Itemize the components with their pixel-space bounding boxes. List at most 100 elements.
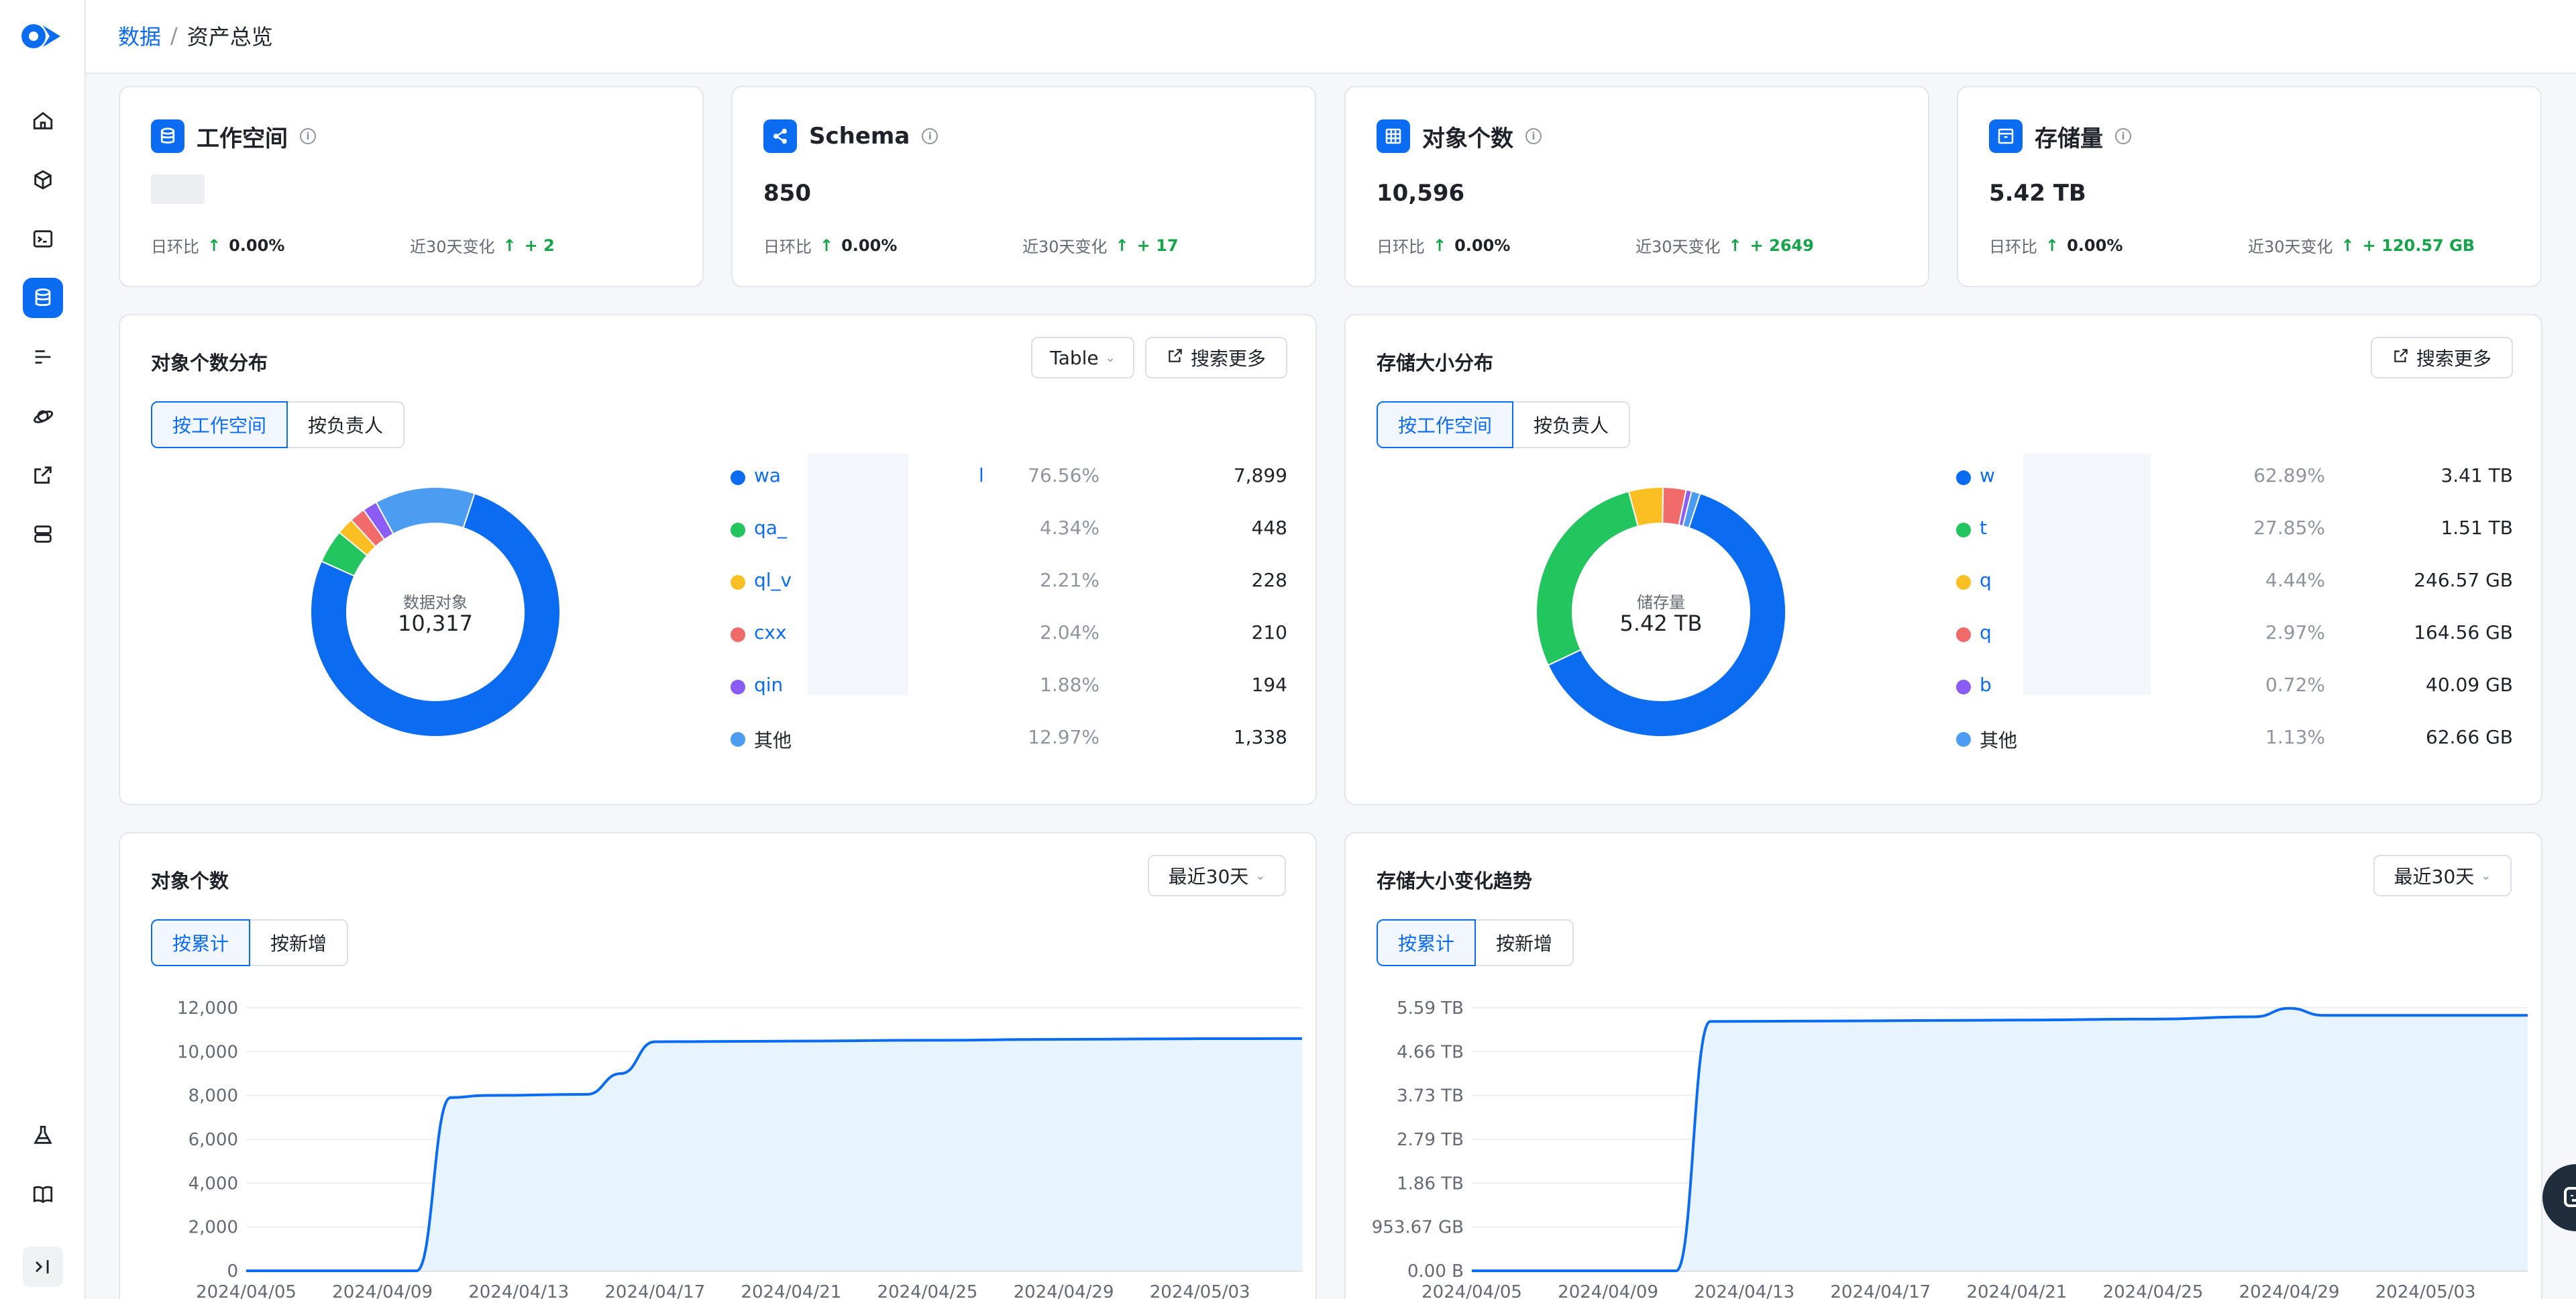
y-tick-label: 4.66 TB	[1397, 1042, 1464, 1062]
y-tick-label: 5.59 TB	[1397, 998, 1464, 1019]
app-logo-icon[interactable]	[20, 20, 63, 52]
object-distribution-card: 对象个数分布 Table ⌄ 搜索更多 按工作空间 按负责人 数据对象 10,31…	[119, 314, 1317, 805]
legend-percent: 62.89%	[2253, 464, 2325, 486]
legend-dot	[731, 680, 745, 694]
y-tick-label: 3.73 TB	[1397, 1086, 1464, 1106]
donut-center-value: 10,317	[398, 611, 473, 636]
assistant-bot-button[interactable]	[2542, 1164, 2576, 1231]
legend-value: 228	[1251, 569, 1287, 591]
up-arrow-icon: ↑	[820, 236, 834, 255]
up-arrow-icon: ↑	[1728, 236, 1742, 255]
legend-name[interactable]: qa_	[754, 517, 787, 539]
time-range-select[interactable]: 最近30天 ⌄	[1148, 855, 1286, 896]
donut-slice-5[interactable]	[1682, 490, 1701, 529]
server-icon[interactable]	[23, 514, 63, 554]
x-tick-label: 2024/04/17	[1830, 1282, 1931, 1299]
legend-name[interactable]: wa	[754, 464, 782, 486]
metric-d30: 近30天变化 ↑ + 120.57 GB	[2248, 233, 2475, 257]
tab-new[interactable]: 按新增	[1476, 919, 1574, 966]
x-tick-label: 2024/04/05	[196, 1282, 297, 1299]
tab-cumulative[interactable]: 按累计	[151, 919, 251, 966]
dod-label: 日环比	[1377, 238, 1425, 256]
tab-by-workspace[interactable]: 按工作空间	[1377, 401, 1514, 448]
legend-value: 194	[1251, 674, 1287, 696]
flask-icon[interactable]	[23, 1115, 63, 1155]
chevron-down-icon: ⌄	[1255, 868, 1266, 883]
redaction-mask	[2023, 454, 2151, 695]
object-trend-card: 对象个数 最近30天 ⌄ 按累计 按新增 0 2,000 4,000 6,000 8,00…	[119, 832, 1317, 1299]
y-tick-label: 2,000	[189, 1218, 238, 1238]
x-tick-label: 2024/04/29	[1014, 1282, 1114, 1299]
list-align-icon[interactable]	[23, 337, 63, 377]
x-tick-label: 2024/05/03	[1150, 1282, 1250, 1299]
legend-dot	[731, 627, 745, 642]
terminal-icon[interactable]	[23, 219, 63, 259]
time-range-select[interactable]: 最近30天 ⌄	[2373, 855, 2512, 896]
legend-dot	[731, 575, 745, 590]
chart-type-select[interactable]: Table ⌄	[1031, 337, 1134, 378]
planet-icon[interactable]	[23, 396, 63, 436]
donut-slice-1[interactable]	[1536, 490, 1640, 666]
tab-cumulative[interactable]: 按累计	[1377, 919, 1477, 966]
home-icon[interactable]	[23, 101, 63, 141]
legend-percent: 2.97%	[2265, 621, 2325, 643]
tab-by-owner[interactable]: 按负责人	[288, 401, 405, 448]
donut-slice-0[interactable]	[310, 492, 561, 737]
database-icon	[151, 119, 184, 153]
legend-percent: 27.85%	[2253, 517, 2325, 539]
legend-value: 246.57 GB	[2414, 569, 2513, 591]
export-icon[interactable]	[23, 455, 63, 495]
info-icon[interactable]: i	[1525, 128, 1542, 144]
cube-icon[interactable]	[23, 160, 63, 200]
archive-icon	[1989, 119, 2023, 153]
external-link-icon	[1167, 347, 1184, 369]
legend-name[interactable]: q	[1980, 621, 1992, 643]
legend-dot	[1956, 575, 1971, 590]
legend-dot	[1956, 732, 1971, 747]
page-title: 资产总览	[186, 24, 273, 50]
series-line[interactable]	[246, 1037, 1303, 1273]
donut-slice-5[interactable]	[375, 486, 476, 535]
info-icon[interactable]: i	[2115, 128, 2131, 144]
dod-label: 日环比	[1989, 238, 2037, 256]
breadcrumb-root-link[interactable]: 数据	[118, 24, 162, 50]
legend-name[interactable]: qin	[754, 674, 784, 696]
donut-center-value: 5.42 TB	[1620, 611, 1703, 636]
legend-name[interactable]: q	[1980, 569, 1992, 591]
legend-percent: 2.21%	[1040, 569, 1099, 591]
search-more-button[interactable]: 搜索更多	[2371, 337, 2513, 378]
legend-name-tail: l	[979, 464, 984, 486]
legend-name[interactable]: 其他	[1980, 729, 2018, 751]
database-icon[interactable]	[23, 278, 63, 318]
donut-slice-0[interactable]	[1547, 492, 1786, 737]
book-icon[interactable]	[23, 1174, 63, 1214]
search-more-button[interactable]: 搜索更多	[1145, 337, 1287, 378]
legend-name[interactable]: cxx	[754, 621, 787, 643]
share-icon	[763, 119, 797, 153]
legend-name[interactable]: 其他	[754, 729, 792, 751]
legend-name[interactable]: b	[1980, 674, 1992, 696]
up-arrow-icon: ↑	[2341, 236, 2355, 255]
metric-value: 10,596	[1377, 180, 1465, 207]
y-tick-label: 2.79 TB	[1397, 1130, 1464, 1150]
legend-value: 210	[1251, 621, 1287, 643]
dod-label: 日环比	[763, 238, 812, 256]
tab-by-workspace[interactable]: 按工作空间	[151, 401, 288, 448]
tab-by-owner[interactable]: 按负责人	[1513, 401, 1631, 448]
topbar: 数据 / 资产总览	[86, 0, 2576, 74]
d30-label: 近30天变化	[1635, 238, 1721, 256]
legend-name[interactable]: ql_v	[754, 569, 792, 591]
collapse-sidebar-icon[interactable]	[23, 1247, 63, 1287]
metric-value: 850	[763, 180, 811, 207]
metric-dod: 日环比 ↑ 0.00%	[763, 233, 897, 257]
sidebar	[0, 0, 86, 1299]
legend-name[interactable]: t	[1980, 517, 1987, 539]
legend-name[interactable]: w	[1980, 464, 1995, 486]
info-icon[interactable]: i	[922, 128, 938, 144]
tab-new[interactable]: 按新增	[250, 919, 349, 966]
info-icon[interactable]: i	[300, 128, 316, 144]
y-tick-label: 6,000	[189, 1130, 238, 1150]
series-line[interactable]	[1471, 1006, 2528, 1273]
metric-card-schema: Schema i 850 日环比 ↑ 0.00% 近30天变化 ↑ + 17	[731, 86, 1316, 287]
card-title: 存储大小分布	[1377, 352, 1494, 374]
